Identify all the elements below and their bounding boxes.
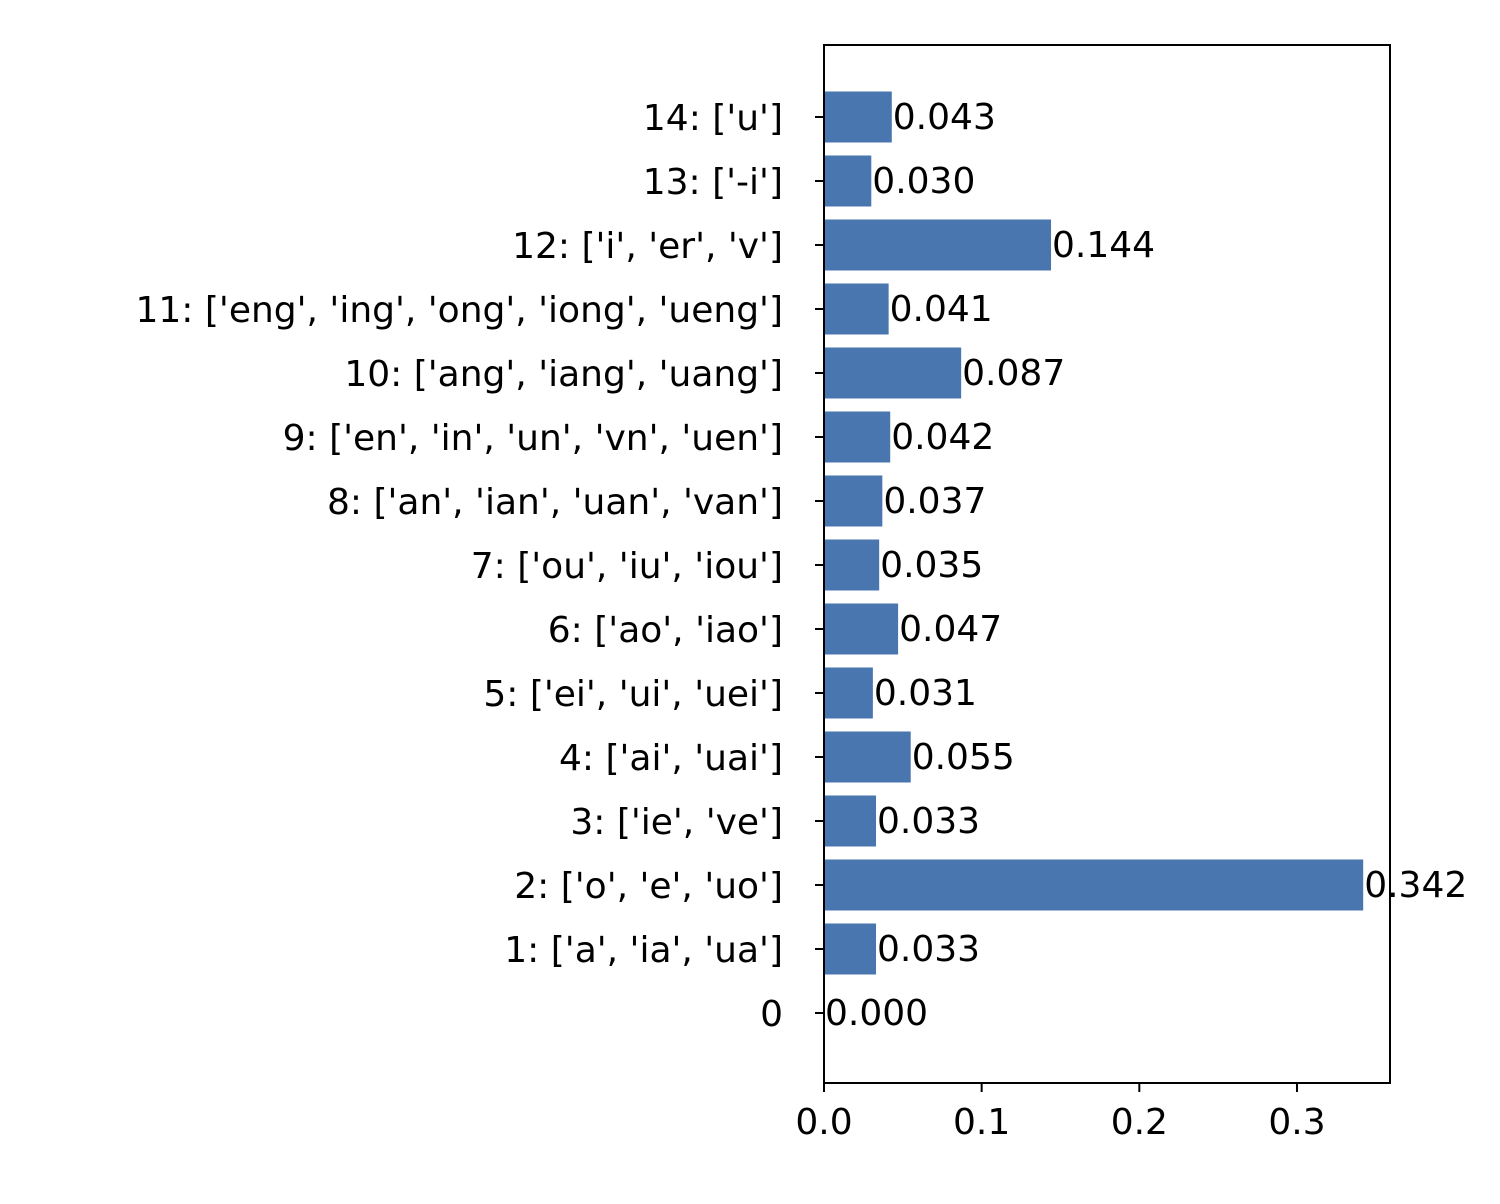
- bar-5: [824, 667, 873, 719]
- y-tick-label-10: 10: ['ang', 'iang', 'uang']: [344, 354, 783, 395]
- bar-3: [824, 795, 877, 847]
- y-tick-label-6: 6: ['ao', 'iao']: [548, 610, 783, 651]
- bar-value-label-12: 0.144: [1052, 225, 1155, 266]
- bar-value-label-6: 0.047: [899, 609, 1002, 650]
- bar-1: [824, 923, 877, 975]
- bar-2: [824, 859, 1364, 911]
- y-tick-label-2: 2: ['o', 'e', 'uo']: [514, 866, 783, 907]
- bar-value-label-2: 0.342: [1364, 865, 1467, 906]
- y-tick-label-4: 4: ['ai', 'uai']: [559, 738, 783, 779]
- bars-layer: [824, 91, 1364, 975]
- y-tick-label-7: 7: ['ou', 'iu', 'iou']: [471, 546, 783, 587]
- bar-value-label-10: 0.087: [962, 353, 1065, 394]
- y-tick-label-11: 11: ['eng', 'ing', 'ong', 'iong', 'ueng'…: [136, 290, 784, 331]
- y-tick-label-0: 0: [760, 994, 783, 1035]
- bar-value-label-0: 0.000: [825, 993, 928, 1034]
- bar-value-label-1: 0.033: [877, 929, 980, 970]
- x-tick-label-1: 0.1: [953, 1102, 1010, 1143]
- bar-14: [824, 91, 892, 143]
- value-labels-layer: 0.000 0.033 0.342 0.033 0.055 0.031 0.047 0.035…: [825, 97, 1467, 1034]
- bar-value-label-14: 0.043: [893, 97, 996, 138]
- bar-value-label-3: 0.033: [877, 801, 980, 842]
- bar-8: [824, 475, 883, 527]
- bar-11: [824, 283, 889, 335]
- bar-value-label-4: 0.055: [912, 737, 1015, 778]
- x-tick-label-0: 0.0: [795, 1102, 852, 1143]
- bar-13: [824, 155, 872, 207]
- bar-value-label-8: 0.037: [883, 481, 986, 522]
- bar-12: [824, 219, 1052, 271]
- y-tick-label-14: 14: ['u']: [643, 98, 783, 139]
- y-tick-label-13: 13: ['-i']: [643, 162, 783, 203]
- plot-frame: [823, 44, 1391, 1084]
- bar-value-label-13: 0.030: [872, 161, 975, 202]
- y-tick-label-8: 8: ['an', 'ian', 'uan', 'van']: [327, 482, 783, 523]
- y-tick-label-5: 5: ['ei', 'ui', 'uei']: [483, 674, 783, 715]
- bar-10: [824, 347, 962, 399]
- y-tick-label-1: 1: ['a', 'ia', 'ua']: [504, 930, 783, 971]
- bar-value-label-5: 0.031: [874, 673, 977, 714]
- y-axis: 0 1: ['a', 'ia', 'ua'] 2: ['o', 'e', 'uo']…: [136, 98, 824, 1035]
- bar-value-label-9: 0.042: [891, 417, 994, 458]
- bar-7: [824, 539, 880, 591]
- y-tick-label-12: 12: ['i', 'er', 'v']: [512, 226, 783, 267]
- x-axis: 0.0 0.1 0.2 0.3: [795, 1083, 1326, 1143]
- bar-9: [824, 411, 891, 463]
- y-tick-label-3: 3: ['ie', 've']: [570, 802, 783, 843]
- y-tick-label-9: 9: ['en', 'in', 'un', 'vn', 'uen']: [283, 418, 783, 459]
- bar-6: [824, 603, 899, 655]
- x-tick-label-3: 0.3: [1268, 1102, 1325, 1143]
- bar-value-label-7: 0.035: [880, 545, 983, 586]
- x-tick-label-2: 0.2: [1111, 1102, 1168, 1143]
- bar-value-label-11: 0.041: [890, 289, 993, 330]
- bar-4: [824, 731, 911, 783]
